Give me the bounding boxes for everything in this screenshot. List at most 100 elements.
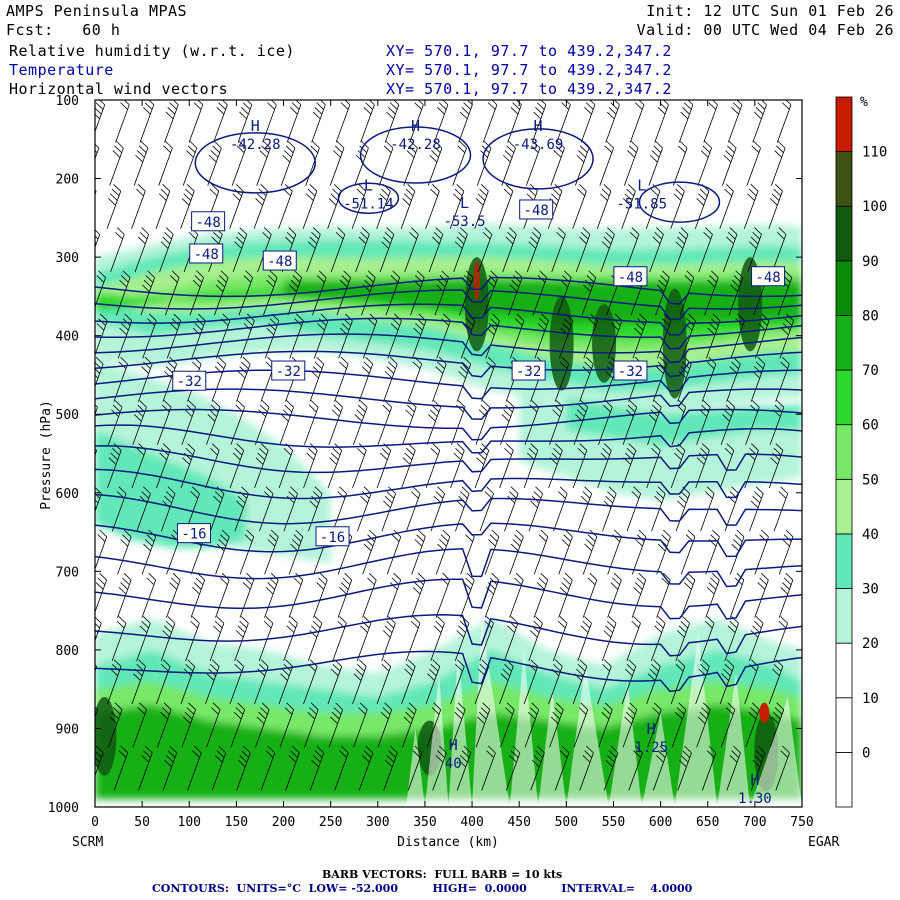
barb-shaft bbox=[358, 363, 374, 402]
barb-flag bbox=[701, 404, 709, 413]
temperature-contour bbox=[95, 317, 802, 350]
barb-shaft bbox=[426, 407, 442, 445]
barb-flag bbox=[506, 702, 515, 710]
wind-barb bbox=[673, 227, 689, 273]
barb-shaft bbox=[376, 450, 392, 489]
barb-shaft bbox=[719, 191, 734, 229]
barb-flag bbox=[330, 668, 339, 677]
barb-flag bbox=[603, 500, 612, 509]
footer-contour-note: CONTOURS: UNITS=°C LOW= -52.000 HIGH= 0.… bbox=[152, 882, 693, 895]
colorbar-label: 40 bbox=[862, 527, 879, 543]
barb-flag bbox=[361, 491, 370, 499]
barb-shaft bbox=[133, 147, 149, 186]
temperature-closed-contour bbox=[194, 132, 317, 194]
barb-flag bbox=[162, 443, 171, 451]
barb-flag bbox=[678, 625, 687, 633]
wind-barb bbox=[280, 140, 296, 186]
barb-shaft bbox=[354, 147, 369, 186]
wind-barb bbox=[722, 140, 737, 186]
wind-barb bbox=[549, 702, 564, 748]
terrain-mask bbox=[406, 618, 802, 807]
barb-flag bbox=[613, 572, 622, 581]
temperature-contour bbox=[95, 522, 802, 558]
barb-flag bbox=[258, 711, 267, 720]
barb-shaft bbox=[654, 104, 669, 143]
barb-flag bbox=[286, 231, 295, 240]
barb-shaft bbox=[260, 752, 276, 791]
barb-flag bbox=[357, 150, 366, 158]
barb-flag bbox=[288, 491, 297, 499]
wind-barb bbox=[696, 400, 711, 445]
contour-label: -48 bbox=[618, 270, 643, 286]
barb-flag bbox=[435, 620, 444, 629]
barb-flag bbox=[141, 755, 150, 763]
barb-flag bbox=[480, 707, 489, 715]
barb-flag bbox=[238, 140, 247, 149]
barb-flag bbox=[647, 673, 656, 681]
barb-flag bbox=[482, 702, 491, 710]
wind-barb bbox=[499, 443, 514, 489]
barb-flag bbox=[405, 711, 414, 720]
barb-flag bbox=[680, 491, 689, 499]
barb-flag bbox=[165, 620, 174, 629]
barb-flag bbox=[335, 702, 343, 710]
field-name-wind: Horizontal wind vectors bbox=[9, 80, 229, 98]
barb-flag bbox=[112, 447, 120, 456]
barb-shaft bbox=[745, 709, 760, 748]
barb-flag bbox=[772, 452, 780, 461]
wind-barb bbox=[675, 486, 691, 532]
barb-flag bbox=[309, 184, 318, 192]
barb-flag bbox=[491, 572, 500, 581]
barb-shaft bbox=[140, 277, 155, 316]
barb-flag bbox=[453, 193, 461, 201]
barb-flag bbox=[245, 270, 253, 278]
barb-flag bbox=[410, 227, 419, 235]
barb-shaft bbox=[451, 709, 466, 748]
barb-flag bbox=[292, 275, 301, 283]
barb-flag bbox=[211, 236, 220, 245]
barb-flag bbox=[313, 755, 321, 763]
barb-shaft bbox=[355, 234, 370, 273]
barb-shaft bbox=[647, 709, 662, 748]
barb-flag bbox=[553, 664, 561, 672]
barb-flag bbox=[186, 150, 194, 158]
barb-flag bbox=[704, 140, 712, 149]
barb-shaft bbox=[155, 191, 171, 229]
barb-flag bbox=[457, 400, 466, 408]
barb-flag bbox=[317, 100, 326, 106]
barb-flag bbox=[731, 361, 739, 369]
barb-flag bbox=[780, 486, 789, 494]
barb-shaft bbox=[602, 493, 617, 532]
barb-flag bbox=[463, 745, 472, 754]
barb-shaft bbox=[680, 536, 696, 575]
barb-shaft bbox=[626, 493, 642, 532]
barb-flag bbox=[281, 414, 289, 422]
barb-shaft bbox=[553, 493, 568, 532]
wind-barb bbox=[307, 486, 323, 532]
wind-barb bbox=[117, 572, 132, 618]
colorbar-label: 20 bbox=[862, 636, 879, 652]
barb-flag bbox=[577, 188, 585, 197]
wind-barb bbox=[551, 227, 566, 273]
wind-barb bbox=[107, 443, 122, 489]
barb-flag bbox=[265, 587, 274, 595]
barb-flag bbox=[162, 707, 170, 715]
barb-flag bbox=[577, 664, 586, 672]
barb-flag bbox=[652, 184, 661, 192]
barb-flag bbox=[478, 711, 487, 720]
barb-flag bbox=[331, 409, 340, 417]
barb-shaft bbox=[138, 752, 153, 791]
barb-flag bbox=[506, 145, 515, 153]
barb-shaft bbox=[330, 234, 346, 273]
barb-flag bbox=[86, 712, 96, 719]
barb-flag bbox=[333, 404, 342, 413]
barb-flag bbox=[628, 145, 637, 153]
barb-flag bbox=[737, 313, 745, 322]
barb-flag bbox=[708, 745, 717, 754]
barb-flag bbox=[384, 702, 392, 710]
barb-shaft bbox=[313, 579, 328, 618]
barb-shaft bbox=[531, 104, 547, 143]
endpoint-left-label: SCRM bbox=[72, 835, 103, 850]
contour-label: -48 bbox=[267, 254, 292, 270]
barb-shaft bbox=[166, 320, 182, 359]
